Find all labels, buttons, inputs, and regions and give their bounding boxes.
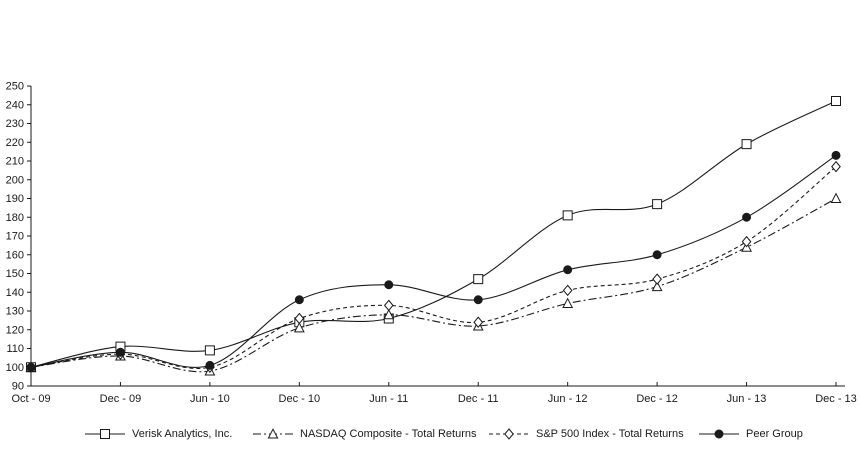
series-3: [26, 150, 841, 372]
y-axis-tick-label: 230: [6, 118, 24, 130]
data-point-marker: [831, 160, 841, 173]
data-point-marker: [562, 284, 573, 297]
legend-marker: [267, 428, 279, 439]
x-axis-tick-label: Dec - 13: [815, 393, 857, 405]
y-axis-tick-label: 200: [6, 174, 24, 186]
data-point-marker: [563, 265, 573, 275]
legend-item-verisk: Verisk Analytics, Inc.: [85, 425, 232, 443]
data-point-marker: [831, 96, 841, 106]
x-axis-tick-label: Dec - 11: [458, 393, 499, 405]
y-axis-tick-label: 160: [6, 249, 24, 261]
series-2: [26, 160, 841, 374]
x-axis-tick-label: Dec - 12: [636, 393, 678, 405]
y-axis-tick-label: 190: [6, 193, 24, 205]
y-axis-tick-label: 140: [6, 287, 24, 299]
data-point-marker: [741, 139, 752, 150]
legend-item-nasdaq: NASDAQ Composite - Total Returns: [253, 425, 476, 443]
y-axis-tick-label: 130: [6, 306, 24, 318]
data-point-marker: [293, 321, 305, 333]
data-point-marker: [562, 210, 573, 221]
x-axis-tick-label: Jun - 13: [727, 393, 767, 405]
legend-marker: [100, 429, 110, 439]
series-line-1: [30, 198, 837, 373]
y-axis-tick-label: 110: [6, 343, 24, 355]
y-axis-tick-label: 100: [6, 362, 24, 374]
legend-marker-square-icon: [85, 429, 125, 439]
data-point-marker: [652, 250, 662, 260]
data-point-marker: [831, 150, 841, 160]
data-point-marker: [383, 308, 395, 320]
x-axis-tick-label: Dec - 10: [279, 393, 321, 405]
data-point-marker: [473, 295, 483, 305]
x-axis-tick-label: Oct - 09: [11, 393, 50, 405]
y-axis-tick-label: 210: [6, 156, 24, 168]
data-point-marker: [294, 295, 304, 305]
series-1: [25, 192, 842, 376]
legend-marker: [714, 429, 724, 439]
data-point-marker: [473, 316, 484, 329]
legend-label: Peer Group: [746, 428, 803, 440]
legend-label: Verisk Analytics, Inc.: [132, 428, 233, 440]
y-axis-tick-label: 170: [6, 231, 24, 243]
data-point-marker: [115, 347, 125, 357]
legend-label: NASDAQ Composite - Total Returns: [300, 428, 477, 440]
data-point-marker: [205, 360, 215, 370]
data-point-marker: [26, 362, 36, 372]
data-point-marker: [741, 235, 752, 248]
data-point-marker: [294, 312, 305, 325]
series-line-0: [30, 100, 837, 368]
legend-marker: [504, 428, 514, 440]
legend-marker-diamond-icon: [489, 428, 529, 440]
x-axis-tick-label: Jun - 10: [190, 393, 230, 405]
series-line-3: [30, 154, 837, 368]
legend-item-sp500: S&P 500 Index - Total Returns: [489, 425, 684, 443]
y-axis-tick-label: 240: [6, 99, 24, 111]
x-axis-tick-label: Dec - 09: [100, 393, 142, 405]
series-line-2: [30, 166, 837, 369]
data-point-marker: [384, 280, 394, 290]
data-point-marker: [652, 199, 663, 210]
data-point-marker: [383, 299, 394, 312]
data-point-marker: [742, 212, 752, 222]
legend-item-peer-group: Peer Group: [699, 425, 803, 443]
y-axis-tick-label: 220: [6, 137, 24, 149]
data-point-marker: [830, 192, 842, 203]
y-axis-tick-label: 120: [6, 324, 24, 336]
legend-marker-circle-icon: [699, 429, 739, 439]
legend-label: S&P 500 Index - Total Returns: [536, 428, 684, 440]
y-axis-tick-label: 180: [6, 212, 24, 224]
data-point-marker: [651, 280, 663, 292]
chart-legend: Verisk Analytics, Inc. NASDAQ Composite …: [0, 425, 860, 445]
series-0: [26, 96, 841, 373]
y-axis-tick-label: 90: [12, 381, 24, 393]
data-point-marker: [562, 297, 574, 308]
data-point-marker: [204, 345, 215, 356]
legend-marker-triangle-icon: [253, 428, 293, 439]
x-axis-tick-label: Jun - 11: [369, 393, 408, 405]
data-point-marker: [652, 273, 662, 285]
data-point-marker: [473, 274, 484, 285]
y-axis-tick-label: 150: [6, 268, 24, 280]
x-axis-tick-label: Jun - 12: [548, 393, 588, 405]
y-axis-tick-label: 250: [6, 81, 24, 93]
